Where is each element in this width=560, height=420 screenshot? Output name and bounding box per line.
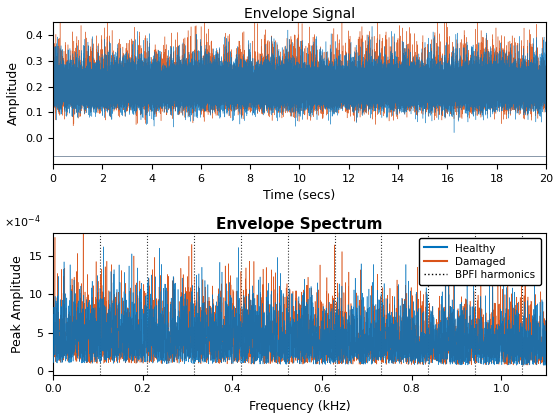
Y-axis label: Amplitude: Amplitude bbox=[7, 61, 20, 125]
Legend: Healthy, Damaged, BPFI harmonics: Healthy, Damaged, BPFI harmonics bbox=[419, 238, 541, 286]
X-axis label: Frequency (kHz): Frequency (kHz) bbox=[249, 400, 351, 413]
Text: $\times10^{-4}$: $\times10^{-4}$ bbox=[4, 213, 40, 230]
Title: Envelope Spectrum: Envelope Spectrum bbox=[216, 217, 382, 232]
Title: Envelope Signal: Envelope Signal bbox=[244, 7, 355, 21]
Y-axis label: Peak Amplitude: Peak Amplitude bbox=[11, 255, 24, 353]
X-axis label: Time (secs): Time (secs) bbox=[263, 189, 335, 202]
